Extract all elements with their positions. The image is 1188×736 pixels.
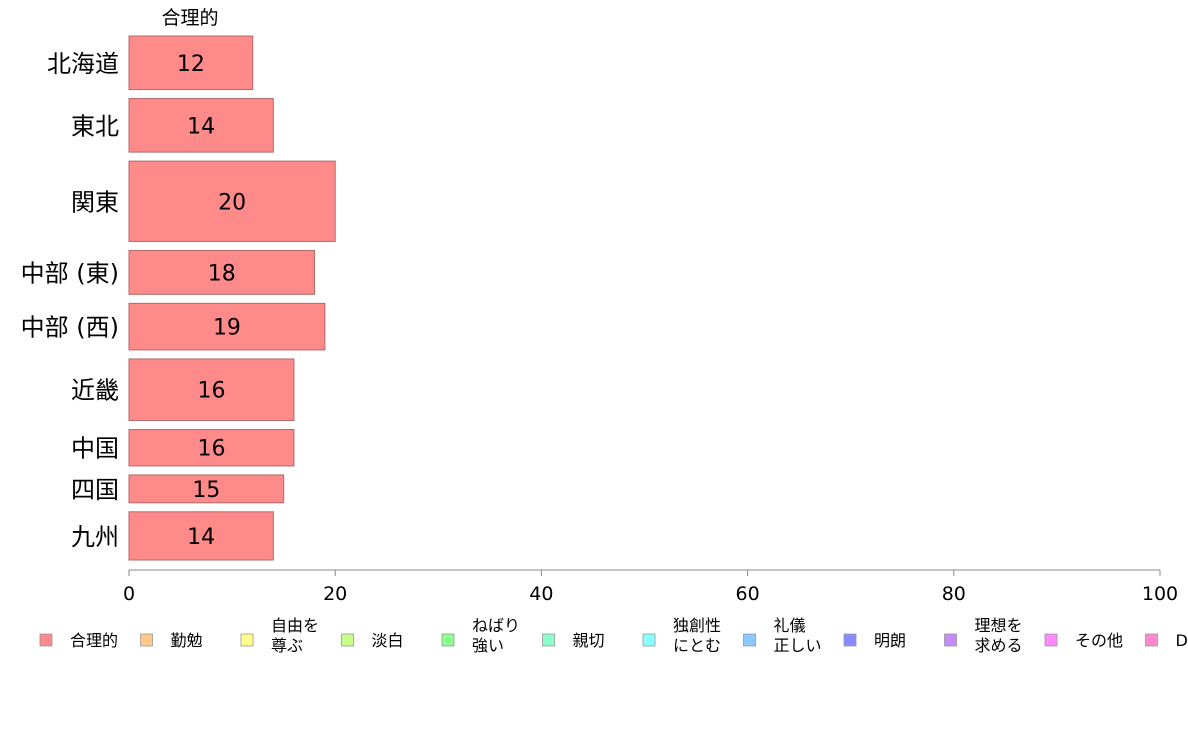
category-label: 中国 xyxy=(71,435,119,463)
category-label: 中部 (東) xyxy=(21,259,119,287)
legend-label: 合理的 xyxy=(70,631,118,650)
legend-label: 礼儀 xyxy=(774,616,806,635)
legend-swatch xyxy=(441,633,455,647)
legend-label: ねばり xyxy=(472,616,520,635)
legend-label: 独創性 xyxy=(673,616,721,635)
bar-4 xyxy=(128,302,326,351)
legend-label: 正しい xyxy=(774,636,822,655)
legend-swatch xyxy=(39,633,53,647)
bar-value-label: 12 xyxy=(177,52,205,77)
bar-value-label: 20 xyxy=(218,190,246,215)
legend-label: 親切 xyxy=(573,631,605,650)
legend-swatch xyxy=(743,633,756,647)
x-tick-label: 100 xyxy=(1142,583,1178,605)
legend-label: 自由を xyxy=(271,616,319,635)
bar-8 xyxy=(128,511,274,561)
legend-label: 尊ぶ xyxy=(271,636,303,655)
bar-value-label: 16 xyxy=(197,437,225,462)
legend-swatch xyxy=(944,633,957,647)
category-label: 関東 xyxy=(71,188,119,216)
x-tick-label: 80 xyxy=(942,583,966,605)
bar-value-label: 14 xyxy=(187,525,215,550)
x-tick-label: 60 xyxy=(736,583,760,605)
category-label: 近畿 xyxy=(71,377,119,405)
legend-label: 求める xyxy=(975,636,1023,655)
legend-swatch xyxy=(542,633,555,647)
bar-6 xyxy=(128,429,295,467)
bar-value-label: 14 xyxy=(187,114,215,139)
category-label: 九州 xyxy=(71,523,119,551)
x-tick-label: 20 xyxy=(323,583,347,605)
legend-swatch xyxy=(1044,633,1058,647)
bar-3 xyxy=(128,249,316,295)
bar-value-label: 19 xyxy=(213,316,241,341)
legend-label: 明朗 xyxy=(874,631,906,650)
series-label: 合理的 xyxy=(161,7,218,29)
legend-swatch xyxy=(843,633,857,647)
bar-5 xyxy=(128,358,295,422)
legend-swatch xyxy=(642,633,656,647)
legend-swatch xyxy=(1145,633,1158,647)
legend-swatch xyxy=(341,633,354,647)
bar-value-label: 18 xyxy=(208,261,236,286)
legend-swatch xyxy=(240,633,254,647)
category-label: 北海道 xyxy=(47,50,119,78)
x-tick-label: 0 xyxy=(123,583,135,605)
bar-0 xyxy=(128,35,254,91)
legend-label: にとむ xyxy=(673,636,721,655)
bar-1 xyxy=(128,98,274,153)
category-label: 東北 xyxy=(71,112,119,140)
bar-2 xyxy=(128,160,336,242)
legend-swatch xyxy=(140,633,153,647)
legend-label: D xyxy=(1176,631,1188,650)
bar-value-label: 16 xyxy=(197,379,225,404)
legend-label: その他 xyxy=(1075,631,1123,650)
bar-7 xyxy=(128,474,285,504)
legend-label: 淡白 xyxy=(372,631,404,650)
category-label: 四国 xyxy=(71,476,119,504)
category-label: 中部 (西) xyxy=(21,314,119,342)
legend-label: 理想を xyxy=(975,616,1023,635)
legend-label: 勤勉 xyxy=(171,631,203,650)
bar-value-label: 15 xyxy=(192,478,220,503)
legend-label: 強い xyxy=(472,636,504,655)
x-tick-label: 40 xyxy=(529,583,553,605)
